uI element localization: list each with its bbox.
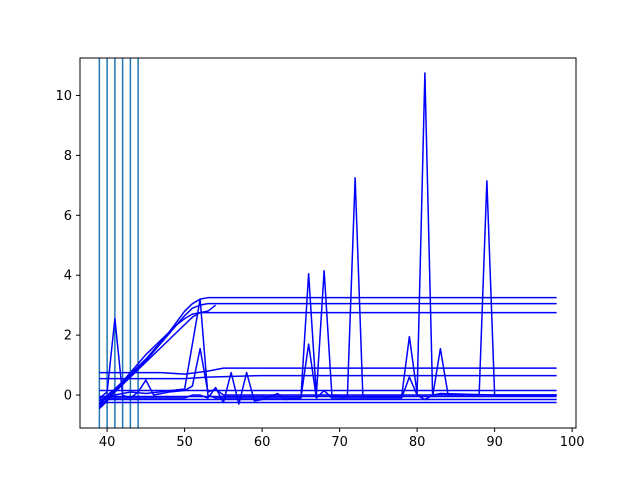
x-tick-label-6: 100 [560,435,585,450]
x-tick-label-2: 60 [254,435,271,450]
series-line-2 [98,311,557,410]
x-tick-label-3: 70 [331,435,348,450]
series-line-5 [99,374,557,380]
y-axis-ticks: 0 2 4 6 8 10 [55,89,80,404]
y-tick-label-3: 6 [64,209,72,224]
y-tick-label-0: 0 [64,389,72,404]
series-line-6 [98,317,557,399]
y-tick-label-5: 10 [55,89,72,104]
y-tick-label-1: 2 [64,329,72,344]
y-tick-label-4: 8 [64,149,72,164]
series-line-3 [98,304,217,408]
x-tick-label-4: 80 [409,435,426,450]
series-layer [98,72,557,410]
x-axis-ticks: 40 50 60 70 80 90 100 [99,428,585,450]
x-tick-label-5: 90 [486,435,503,450]
x-tick-label-0: 40 [99,435,116,450]
series-line-4 [99,367,557,375]
y-tick-label-2: 4 [64,269,72,284]
plot-frame [79,57,577,429]
x-tick-label-1: 50 [176,435,193,450]
